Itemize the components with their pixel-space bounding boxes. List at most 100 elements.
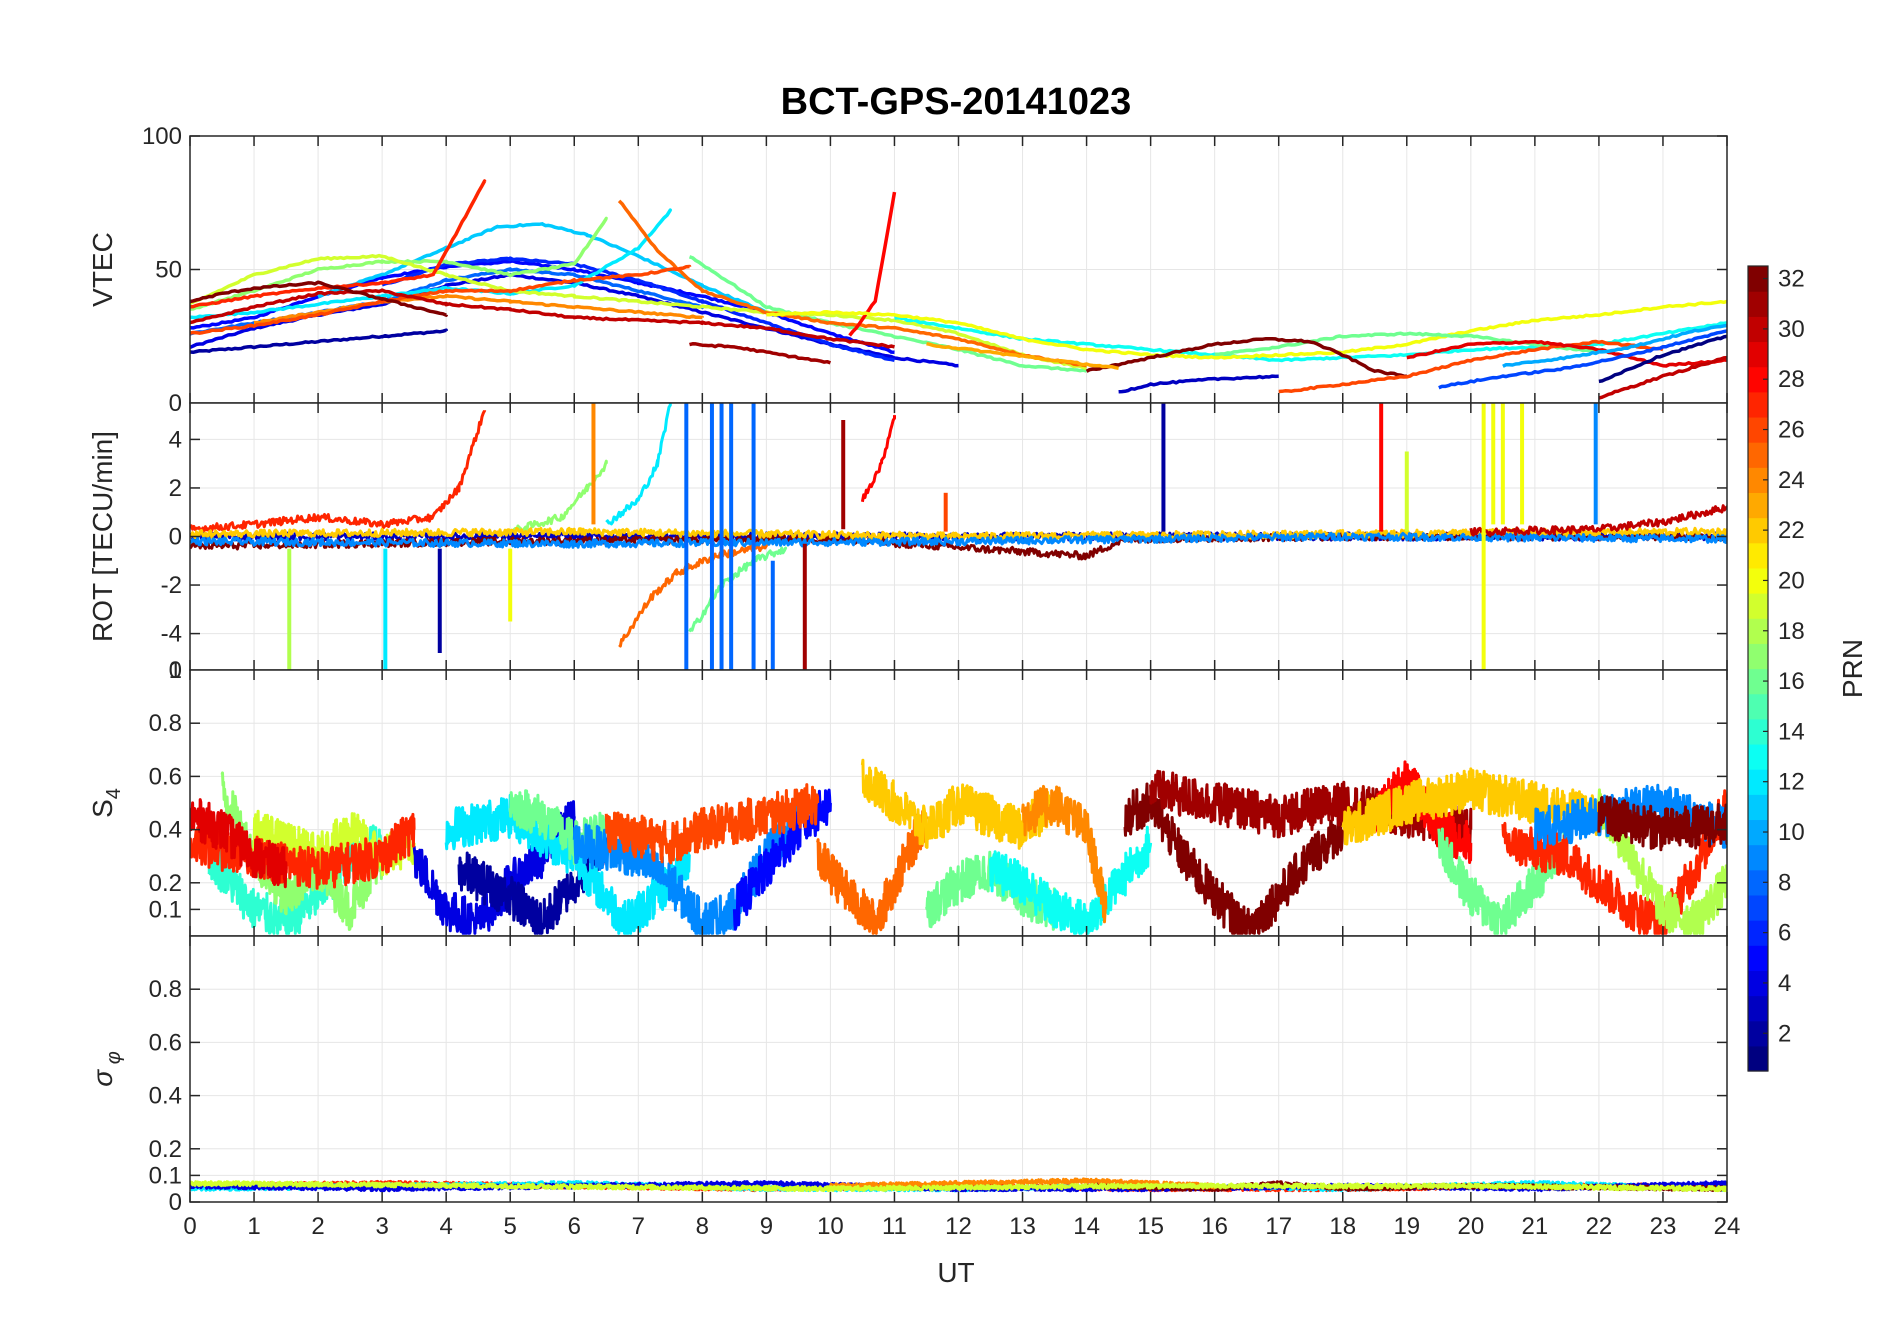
- series-prn-30: [1598, 355, 1727, 400]
- colorbar-tick-label: 18: [1778, 618, 1805, 645]
- series-prn-32: [1597, 795, 1727, 852]
- series-prn-30: [190, 288, 895, 349]
- x-ticks: [189, 670, 1728, 936]
- colorbar-segment: [1748, 894, 1768, 921]
- series-prn-2: [457, 831, 608, 935]
- colorbar-segment: [1748, 668, 1768, 695]
- colorbar-segment: [1748, 618, 1768, 644]
- data-group: [190, 403, 1727, 670]
- x-tick-label: 23: [1650, 1213, 1677, 1240]
- colorbar-segment: [1748, 291, 1768, 317]
- colorbar-segment: [1748, 844, 1768, 871]
- colorbar-segment: [1748, 492, 1768, 519]
- colorbar-segment: [1748, 266, 1768, 292]
- y-tick-label: -4: [161, 621, 182, 648]
- series-prn-22: [1341, 767, 1601, 846]
- y-tick-label: 0.4: [149, 817, 182, 844]
- colorbar-segment: [1748, 743, 1768, 770]
- y-tick-label: -2: [161, 572, 182, 599]
- colorbar-tick-label: 8: [1778, 869, 1791, 896]
- colorbar-label: PRN: [1837, 639, 1868, 698]
- x-tick-label: 24: [1714, 1213, 1741, 1240]
- x-tick-label: 13: [1009, 1213, 1036, 1240]
- y-tick-label: 0.4: [149, 1083, 182, 1110]
- colorbar-tick-label: 14: [1778, 718, 1805, 745]
- y-tick-label: 0.1: [149, 896, 182, 923]
- colorbar-tick-label: 10: [1778, 819, 1805, 846]
- colorbar-tick-label: 4: [1778, 970, 1791, 997]
- series-prn-12: [190, 208, 673, 320]
- series-prn-16: [688, 546, 788, 633]
- series-prn-32: [1085, 336, 1407, 379]
- series-prn-23: [926, 341, 1119, 371]
- colorbar-segment: [1748, 995, 1768, 1022]
- colorbar-segment: [1748, 920, 1768, 946]
- colorbar-segment: [1748, 643, 1768, 670]
- series-prn-31: [1149, 769, 1473, 850]
- colorbar-segment: [1748, 567, 1768, 594]
- data-group: [190, 179, 1727, 400]
- x-tick-label: 1: [247, 1213, 260, 1240]
- colorbar-segment: [1748, 794, 1768, 821]
- series-prn-24: [1021, 784, 1108, 924]
- x-ticks: [189, 136, 1728, 403]
- series-prn-26: [1278, 339, 1664, 394]
- y-axis-label: S4: [87, 788, 125, 818]
- colorbar-segment: [1748, 316, 1768, 343]
- y-tick-label: 100: [142, 123, 182, 150]
- panel-s4: 0.10.2 0.4 0.6 0.8 0 S4: [87, 657, 1728, 937]
- series-prn-16: [1214, 331, 1600, 357]
- x-tick-label: 9: [760, 1213, 773, 1240]
- y-axis-label: σ φ: [87, 1051, 125, 1087]
- colorbar-segment: [1748, 769, 1768, 795]
- y-tick-label: 0.1: [149, 1162, 182, 1189]
- chart-title: BCT-GPS-20141023: [781, 81, 1132, 123]
- y-tick-label: 50: [155, 257, 182, 284]
- data-group: [190, 1177, 1727, 1193]
- colorbar-tick-label: 32: [1778, 266, 1805, 293]
- x-tick-label: 20: [1457, 1213, 1484, 1240]
- series-prn-7: [1438, 329, 1727, 390]
- series-prn-30: [1469, 504, 1727, 537]
- series-prn-28: [860, 415, 896, 503]
- colorbar-segment: [1748, 467, 1768, 494]
- colorbar-segment: [1748, 718, 1768, 745]
- colorbar-segment: [1748, 970, 1768, 997]
- colorbar-tick-label: 26: [1778, 417, 1805, 444]
- series-prn-32: [1123, 782, 1345, 935]
- x-tick-label: 19: [1393, 1213, 1420, 1240]
- x-ticks: [189, 403, 1728, 670]
- colorbar-segment: [1748, 945, 1768, 971]
- y-axis-label: VTEC: [87, 232, 118, 307]
- series-prn-12: [605, 403, 672, 526]
- x-axis-label: UT: [937, 1257, 974, 1288]
- x-tick-label: 21: [1522, 1213, 1549, 1240]
- series-prn-25: [816, 810, 928, 935]
- series-prn-26: [190, 264, 692, 335]
- colorbar-segment: [1748, 693, 1768, 720]
- colorbar-frame: [1747, 265, 1769, 1072]
- y-tick-label: 0.6: [149, 763, 182, 790]
- x-tick-label: 7: [632, 1213, 645, 1240]
- x-tick-label: 15: [1137, 1213, 1164, 1240]
- y-tick-label: 0: [169, 1189, 182, 1216]
- colorbar-segment: [1748, 341, 1768, 368]
- y-tick-label: 4: [169, 426, 182, 453]
- series-prn-22: [860, 758, 1057, 850]
- colorbar-segment: [1748, 869, 1768, 896]
- colorbar-tick-label: 12: [1778, 769, 1805, 796]
- y-tick-label: 2: [169, 475, 182, 502]
- series-prn-13: [989, 825, 1153, 935]
- series-prn-19: [190, 1180, 1727, 1193]
- x-tick-label: 4: [439, 1213, 452, 1240]
- colorbar-segment: [1748, 593, 1768, 619]
- x-tick-label: 12: [945, 1213, 972, 1240]
- colorbar-segment: [1748, 517, 1768, 544]
- colorbar-tick-label: 24: [1778, 467, 1805, 494]
- x-tick-label: 0: [183, 1213, 196, 1240]
- panel-sigma: 00.10.20.40.60.8σ φ0 1 2 3 4 5 6 7 8 9 10 11 12 13 14 1…: [87, 935, 1741, 1240]
- x-tick-label: 22: [1586, 1213, 1613, 1240]
- series-prn-26: [604, 783, 820, 865]
